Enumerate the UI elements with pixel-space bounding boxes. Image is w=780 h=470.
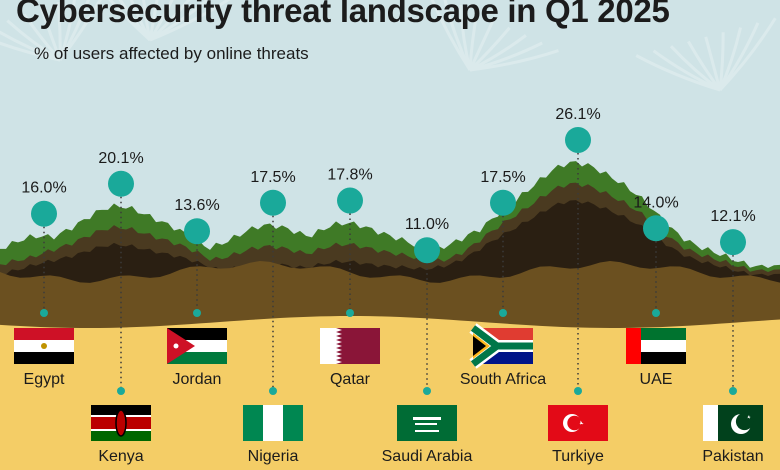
country-label: Nigeria xyxy=(248,448,299,465)
country-label: South Africa xyxy=(460,371,546,388)
country-label: Qatar xyxy=(330,371,371,388)
country-label: Saudi Arabia xyxy=(382,448,473,465)
palm-frond-decoration xyxy=(426,0,559,72)
nigeria-flag xyxy=(243,405,303,441)
leader-dot xyxy=(193,309,201,317)
palm-frond-decoration xyxy=(0,0,111,62)
value-label: 26.1% xyxy=(555,106,600,123)
value-marker xyxy=(720,229,746,256)
value-marker xyxy=(565,126,591,153)
leader-dot xyxy=(269,387,277,395)
value-label: 14.0% xyxy=(633,194,678,211)
leader-dot xyxy=(729,387,737,395)
value-marker xyxy=(490,189,516,216)
value-label: 17.5% xyxy=(250,169,295,186)
value-label: 20.1% xyxy=(98,150,143,167)
chart-subtitle: % of users affected by online threats xyxy=(34,44,309,63)
value-marker xyxy=(414,237,440,264)
leader-dot xyxy=(117,387,125,395)
egypt-flag xyxy=(14,328,74,364)
data-marks: 16.0% Egypt 20.1% Kenya 13.6% Jordan 17.5% Nige… xyxy=(14,106,764,465)
kenya-flag xyxy=(91,405,151,441)
leader-dot xyxy=(423,387,431,395)
turkiye-flag xyxy=(548,405,608,441)
jordan-flag xyxy=(167,328,227,364)
value-marker xyxy=(260,189,286,216)
value-label: 12.1% xyxy=(710,208,755,225)
value-label: 13.6% xyxy=(174,197,219,214)
value-label: 16.0% xyxy=(21,180,66,197)
leader-dot xyxy=(346,309,354,317)
leader-dot xyxy=(499,309,507,317)
qatar-flag xyxy=(320,328,380,364)
value-marker xyxy=(337,187,363,214)
country-label: Turkiye xyxy=(552,448,604,465)
leader-dot xyxy=(652,309,660,317)
value-label: 11.0% xyxy=(405,216,449,233)
value-label: 17.5% xyxy=(480,169,525,186)
value-marker xyxy=(643,215,669,242)
country-label: Kenya xyxy=(98,448,143,465)
country-label: UAE xyxy=(640,371,673,388)
mountain-ridge xyxy=(0,161,780,470)
country-label: Pakistan xyxy=(702,448,763,465)
palm-frond-decoration xyxy=(87,0,232,42)
saudi-arabia-flag xyxy=(397,405,457,441)
value-marker xyxy=(184,218,210,245)
country-label: Jordan xyxy=(173,371,222,388)
leader-dot xyxy=(40,309,48,317)
uae-flag xyxy=(626,328,686,364)
value-label: 17.8% xyxy=(327,167,372,184)
chart-title: Cybersecurity threat landscape in Q1 202… xyxy=(16,0,670,29)
pakistan-flag xyxy=(703,405,763,441)
south-africa-flag xyxy=(469,323,533,369)
leader-dot xyxy=(574,387,582,395)
value-marker xyxy=(31,200,57,227)
palm-frond-decoration xyxy=(635,17,777,92)
value-marker xyxy=(108,170,134,197)
country-label: Egypt xyxy=(24,371,65,388)
